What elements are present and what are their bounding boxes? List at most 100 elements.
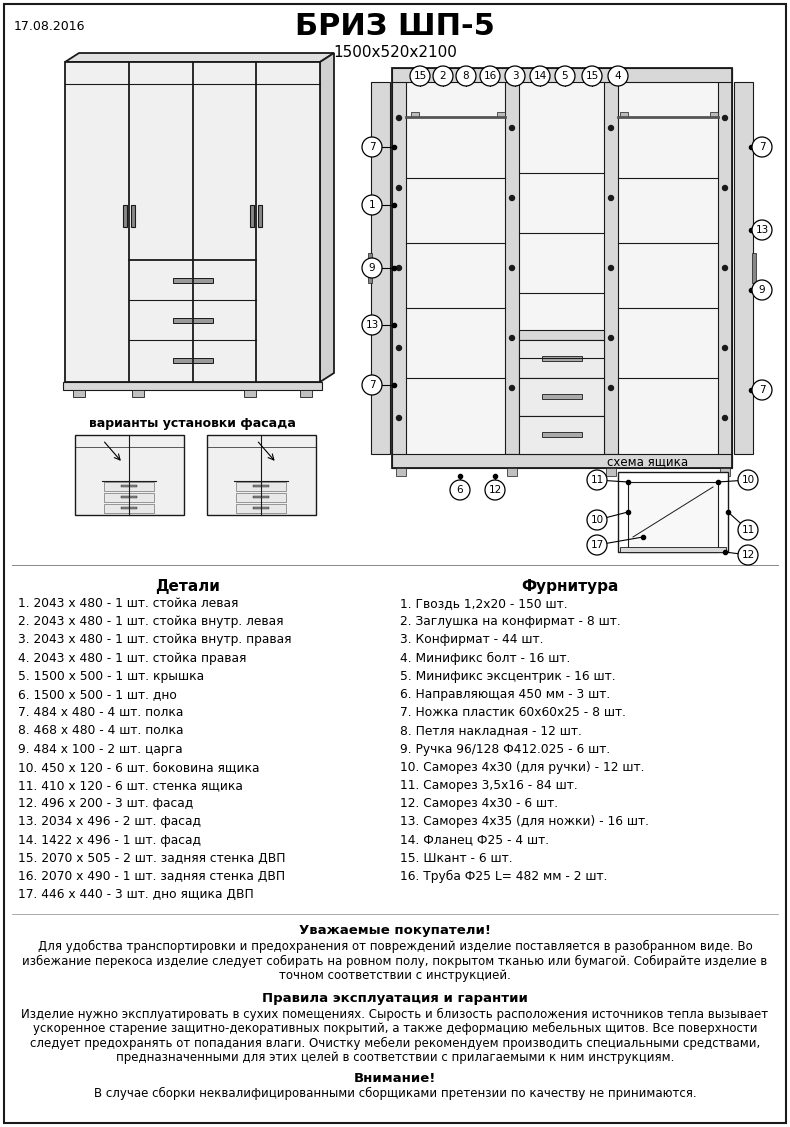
Circle shape (530, 66, 550, 86)
Circle shape (433, 66, 453, 86)
Text: 1: 1 (369, 199, 375, 210)
Text: следует предохранять от попадания влаги. Очистку мебели рекомендуем производить : следует предохранять от попадания влаги.… (30, 1037, 760, 1050)
Circle shape (723, 115, 728, 121)
Circle shape (587, 470, 607, 490)
Bar (131, 205, 135, 227)
Bar (541, 432, 581, 437)
Bar (258, 205, 262, 227)
Circle shape (608, 266, 614, 270)
Bar (300, 390, 312, 397)
Text: 2. Заглушка на конфирмат - 8 шт.: 2. Заглушка на конфирмат - 8 шт. (400, 615, 621, 628)
Text: 15: 15 (413, 71, 427, 81)
Text: 4. 2043 х 480 - 1 шт. стойка правая: 4. 2043 х 480 - 1 шт. стойка правая (18, 651, 246, 665)
Circle shape (397, 346, 401, 350)
Text: 17.08.2016: 17.08.2016 (14, 20, 85, 33)
Circle shape (582, 66, 602, 86)
Circle shape (738, 520, 758, 540)
Circle shape (397, 416, 401, 420)
Text: 10: 10 (742, 474, 754, 485)
Bar (406, 82, 718, 454)
Text: 16: 16 (483, 71, 497, 81)
Circle shape (510, 266, 514, 270)
Text: 14. Фланец Ф25 - 4 шт.: 14. Фланец Ф25 - 4 шт. (400, 834, 549, 846)
Bar (507, 468, 517, 476)
Bar (63, 382, 322, 390)
Bar (244, 390, 256, 397)
Bar (207, 435, 316, 515)
Bar (121, 496, 137, 498)
Bar (628, 482, 718, 552)
Bar (392, 454, 732, 468)
Text: избежание перекоса изделие следует собирать на ровном полу, покрытом тканью или : избежание перекоса изделие следует собир… (22, 955, 768, 968)
Circle shape (608, 66, 628, 86)
Circle shape (608, 125, 614, 131)
Circle shape (723, 186, 728, 190)
Text: 7: 7 (758, 385, 766, 394)
Text: 4. Минификс болт - 16 шт.: 4. Минификс болт - 16 шт. (400, 651, 570, 665)
Text: 7: 7 (369, 380, 375, 390)
Circle shape (738, 545, 758, 565)
Text: 17: 17 (590, 540, 604, 550)
Bar (253, 507, 269, 509)
Text: 7. 484 х 480 - 4 шт. полка: 7. 484 х 480 - 4 шт. полка (18, 707, 183, 719)
Circle shape (362, 195, 382, 215)
Text: 16. Труба Ф25 L= 482 мм - 2 шт.: 16. Труба Ф25 L= 482 мм - 2 шт. (400, 870, 608, 884)
Circle shape (362, 375, 382, 394)
Text: Фурнитура: Фурнитура (521, 579, 619, 594)
Text: 4: 4 (615, 71, 621, 81)
Text: 11. 410 х 120 - 6 шт. стенка ящика: 11. 410 х 120 - 6 шт. стенка ящика (18, 779, 243, 792)
Bar (620, 112, 628, 117)
Bar (710, 112, 718, 117)
Text: ускоренное старение защитно-декоративных покрытий, а также деформацию мебельных : ускоренное старение защитно-декоративных… (32, 1022, 758, 1036)
Text: 9. Ручка 96/128 Ф412.025 - 6 шт.: 9. Ручка 96/128 Ф412.025 - 6 шт. (400, 743, 610, 755)
Text: 11: 11 (741, 525, 754, 535)
Bar (172, 358, 213, 363)
Text: Внимание!: Внимание! (354, 1072, 436, 1085)
Text: 11: 11 (590, 474, 604, 485)
Text: варианты установки фасада: варианты установки фасада (88, 417, 295, 431)
Bar (604, 82, 618, 454)
Text: 15: 15 (585, 71, 599, 81)
Text: Правила эксплуатация и гарантии: Правила эксплуатация и гарантии (262, 992, 528, 1005)
Circle shape (608, 336, 614, 340)
Circle shape (752, 380, 772, 400)
Text: 14. 1422 х 496 - 1 шт. фасад: 14. 1422 х 496 - 1 шт. фасад (18, 834, 201, 846)
Text: 7: 7 (758, 142, 766, 152)
Text: 5. 1500 х 500 - 1 шт. крышка: 5. 1500 х 500 - 1 шт. крышка (18, 669, 204, 683)
Bar (368, 252, 372, 283)
Circle shape (362, 137, 382, 157)
Bar (122, 205, 126, 227)
Bar (620, 547, 726, 552)
Text: 8: 8 (463, 71, 469, 81)
Circle shape (397, 186, 401, 190)
Bar (519, 340, 604, 378)
Bar (519, 330, 604, 340)
Text: 13: 13 (755, 225, 769, 236)
Polygon shape (65, 53, 334, 62)
Text: 11. Саморез 3,5х16 - 84 шт.: 11. Саморез 3,5х16 - 84 шт. (400, 779, 577, 792)
Bar (396, 468, 406, 476)
Circle shape (397, 266, 401, 270)
Bar (132, 390, 144, 397)
Text: 8. 468 х 480 - 4 шт. полка: 8. 468 х 480 - 4 шт. полка (18, 725, 183, 737)
Text: 13. Саморез 4х35 (для ножки) - 16 шт.: 13. Саморез 4х35 (для ножки) - 16 шт. (400, 816, 649, 828)
Circle shape (480, 66, 500, 86)
Bar (734, 82, 753, 454)
Bar (104, 482, 154, 491)
Bar (541, 356, 581, 361)
Text: 12: 12 (488, 485, 502, 495)
Bar (121, 507, 137, 509)
Text: 2: 2 (440, 71, 446, 81)
Bar (172, 278, 213, 283)
Circle shape (485, 480, 505, 500)
Circle shape (510, 195, 514, 201)
Bar (75, 435, 184, 515)
Bar (541, 394, 581, 399)
Bar (392, 68, 732, 468)
Circle shape (723, 416, 728, 420)
Bar (392, 68, 732, 82)
Text: 9: 9 (758, 285, 766, 295)
Text: 5: 5 (562, 71, 568, 81)
Text: предназначенными для этих целей в соответствии с прилагаемыми к ним инструкциям.: предназначенными для этих целей в соотве… (116, 1051, 674, 1064)
Text: схема ящика: схема ящика (608, 455, 689, 468)
